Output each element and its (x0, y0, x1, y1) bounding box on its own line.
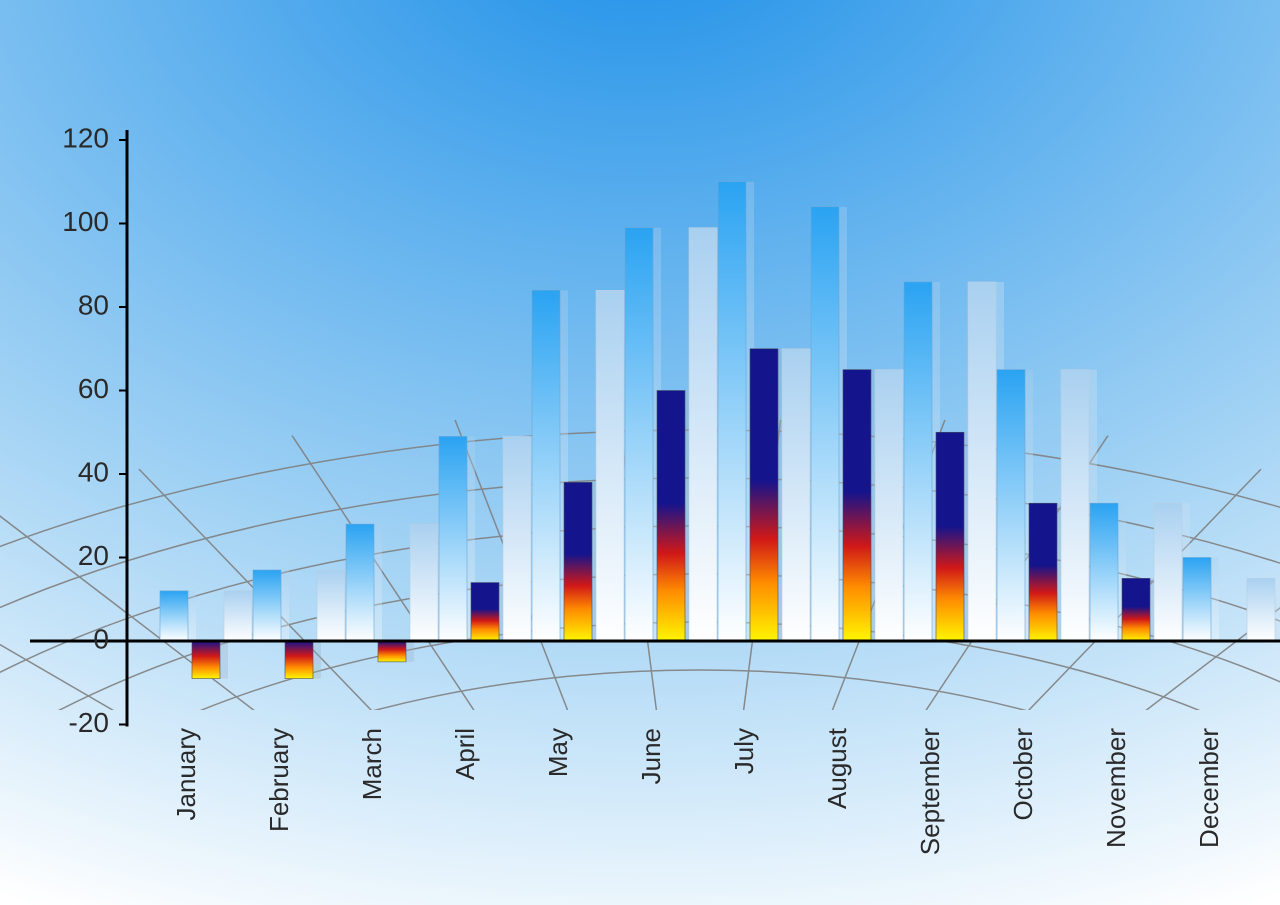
bar-series-a (439, 436, 467, 641)
y-tick-label: 40 (78, 456, 109, 487)
y-tick-label: 60 (78, 373, 109, 404)
y-tick-label: 120 (62, 122, 109, 153)
y-tick-label: 0 (93, 623, 109, 654)
x-axis-label: March (357, 728, 387, 800)
x-axis-label: August (822, 727, 852, 809)
bar-series-c (317, 570, 345, 641)
bar-series-a (1183, 558, 1211, 642)
bar-series-a (1090, 503, 1118, 641)
bar-series-a (904, 282, 932, 641)
bar-series-c (875, 370, 903, 641)
bar-series-a (160, 591, 188, 641)
bar-series-c (596, 290, 624, 641)
bar-series-b (471, 583, 499, 641)
bar-series-b (564, 482, 592, 641)
bar-series-c (1154, 503, 1182, 641)
bar-series-c (689, 228, 717, 641)
bar-series-c (968, 282, 996, 641)
bar-series-b (1122, 578, 1150, 641)
y-tick-label: 20 (78, 540, 109, 571)
bar-series-c (1061, 370, 1089, 641)
monthly-bar-chart: -20 0 20 40 60 80 100 120 January February March A… (0, 0, 1280, 905)
bar-series-b (192, 641, 220, 679)
bar-series-a (625, 228, 653, 641)
bar-series-b (936, 432, 964, 641)
y-tick-label: 80 (78, 289, 109, 320)
x-axis-label: December (1194, 728, 1224, 848)
bar-series-c (1247, 578, 1275, 641)
bar-series-c (782, 349, 810, 641)
x-axis-label: January (171, 728, 201, 821)
bar-series-a (811, 207, 839, 641)
bar-series-c (503, 436, 531, 641)
bar-series-a (253, 570, 281, 641)
x-axis-label: February (264, 728, 294, 832)
bar-series-c (224, 591, 252, 641)
x-axis-label: October (1008, 728, 1038, 821)
bar-series-a (532, 290, 560, 641)
x-axis-label: April (450, 728, 480, 780)
bar-series-b (750, 349, 778, 641)
bar-series-a (718, 182, 746, 641)
bar-series-a (346, 524, 374, 641)
x-axis-label: June (636, 728, 666, 784)
x-axis-label: November (1101, 728, 1131, 848)
bar-series-b (843, 370, 871, 641)
bar-series-a (997, 370, 1025, 641)
bar-series-c (410, 524, 438, 641)
y-tick-label: -20 (69, 707, 109, 738)
bar-series-b (1029, 503, 1057, 641)
bar-series-b (378, 641, 406, 662)
x-axis-label: May (543, 728, 573, 777)
bar-series-b (657, 391, 685, 642)
x-axis-label: July (729, 728, 759, 774)
x-axis-label: September (915, 728, 945, 856)
bar-series-b (285, 641, 313, 679)
y-tick-label: 100 (62, 206, 109, 237)
chart-container: -20 0 20 40 60 80 100 120 January February March A… (0, 0, 1280, 905)
